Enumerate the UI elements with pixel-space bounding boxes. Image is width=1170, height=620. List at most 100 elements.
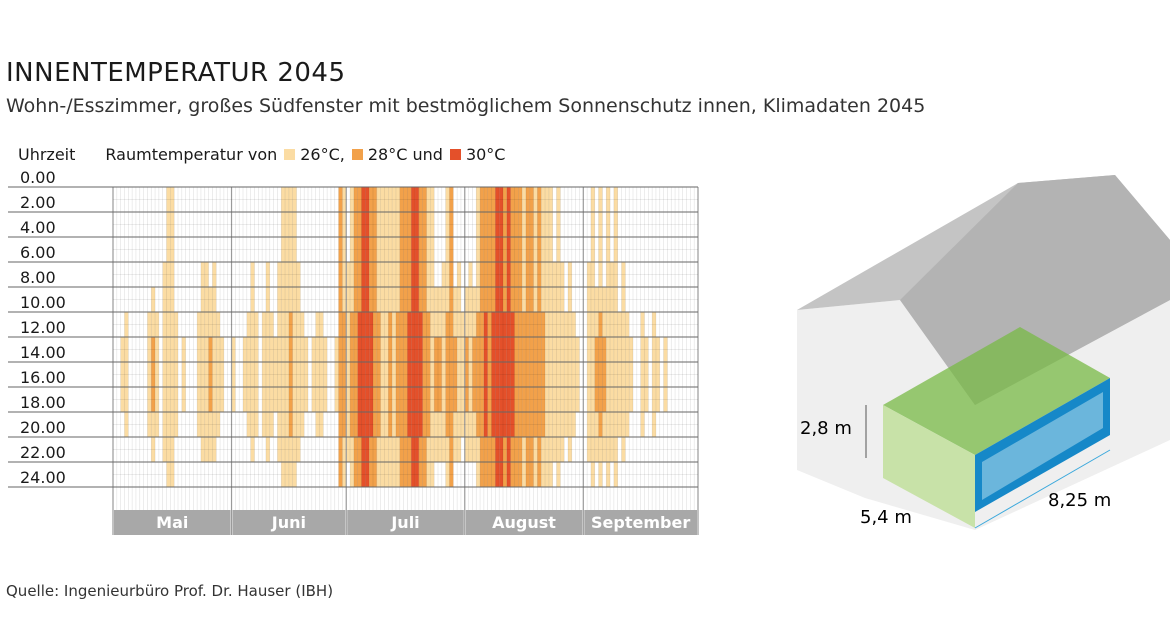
heat-cell xyxy=(533,387,538,412)
heat-cell xyxy=(392,362,396,387)
heat-cell xyxy=(288,312,293,337)
heat-cell xyxy=(590,387,595,412)
heat-cell xyxy=(369,187,373,212)
heat-cell xyxy=(434,412,438,437)
heat-cell xyxy=(441,362,446,387)
heat-cell xyxy=(556,412,561,437)
heat-cell xyxy=(342,362,347,387)
heat-cell xyxy=(483,337,488,362)
heat-cell xyxy=(503,387,507,412)
legend-swatch xyxy=(284,149,296,160)
heat-cell xyxy=(269,387,274,412)
heat-cell xyxy=(300,387,305,412)
heat-cell xyxy=(480,187,484,212)
heat-cell xyxy=(315,412,320,437)
heat-cell xyxy=(254,362,259,387)
heat-cell xyxy=(281,262,286,287)
heat-cell xyxy=(392,312,396,337)
heat-cell xyxy=(480,362,484,387)
heat-cell xyxy=(503,437,507,462)
heat-cell xyxy=(545,287,549,312)
heat-cell xyxy=(407,287,412,312)
heat-cell xyxy=(529,212,534,237)
heat-cell xyxy=(476,287,481,312)
heat-cell xyxy=(411,212,416,237)
heat-cell xyxy=(499,187,503,212)
heat-cell xyxy=(346,312,351,337)
heat-cell xyxy=(422,212,427,237)
heat-cell xyxy=(426,387,431,412)
heat-cell xyxy=(541,262,546,287)
heat-cell xyxy=(361,287,366,312)
heat-cell xyxy=(587,412,591,437)
heat-cell xyxy=(621,437,626,462)
heat-cell xyxy=(350,312,354,337)
heat-cell xyxy=(296,387,301,412)
building-diagram: 2,8 m 5,4 m 8,25 m xyxy=(797,175,1170,530)
heat-cell xyxy=(407,337,412,362)
heat-cell xyxy=(162,337,167,362)
heat-cell xyxy=(445,312,450,337)
heat-cell xyxy=(441,387,446,412)
heat-cell xyxy=(380,237,385,262)
heat-cell xyxy=(265,287,270,312)
heat-cell xyxy=(499,437,503,462)
heat-cell xyxy=(491,362,496,387)
heat-cell xyxy=(522,387,526,412)
heat-cell xyxy=(204,287,209,312)
heat-cell xyxy=(525,212,530,237)
heat-cell xyxy=(166,462,171,487)
heat-cell xyxy=(373,262,377,287)
heat-cell xyxy=(369,412,373,437)
heat-cell xyxy=(503,262,507,287)
heat-cell xyxy=(281,437,286,462)
heat-cell xyxy=(403,187,408,212)
heat-cell xyxy=(652,337,656,362)
heat-cell xyxy=(640,362,645,387)
heat-cell xyxy=(376,362,381,387)
heat-cell xyxy=(476,212,481,237)
heat-cell xyxy=(200,412,205,437)
heat-cell xyxy=(510,262,515,287)
heat-cell xyxy=(208,362,213,387)
heat-cell xyxy=(265,437,270,462)
heat-cell xyxy=(273,387,278,412)
heat-cell xyxy=(288,237,293,262)
heat-cell xyxy=(598,437,603,462)
heat-cell xyxy=(522,312,526,337)
heat-cell xyxy=(522,237,526,262)
heat-cell xyxy=(602,362,607,387)
heat-cell xyxy=(120,362,125,387)
heat-cell xyxy=(587,387,591,412)
heat-cell xyxy=(476,237,481,262)
heat-cell xyxy=(373,462,377,487)
heat-cell xyxy=(518,287,523,312)
heat-cell xyxy=(548,212,553,237)
heat-cell xyxy=(265,412,270,437)
heat-cell xyxy=(545,312,549,337)
heat-cell xyxy=(445,437,450,462)
heat-cell xyxy=(510,212,515,237)
heat-cell xyxy=(514,362,519,387)
heat-cell xyxy=(231,362,236,387)
heat-cell xyxy=(495,237,500,262)
heat-cell xyxy=(418,412,423,437)
heat-cell xyxy=(265,387,270,412)
heat-cell xyxy=(422,412,427,437)
heat-cell xyxy=(495,462,500,487)
heat-cell xyxy=(120,387,125,412)
heat-cell xyxy=(411,362,416,387)
heat-cell xyxy=(468,387,473,412)
heat-cell xyxy=(170,237,175,262)
heat-cell xyxy=(353,187,358,212)
heat-cell xyxy=(353,237,358,262)
heat-cell xyxy=(246,387,251,412)
heat-cell xyxy=(491,262,496,287)
heat-cell xyxy=(350,237,354,262)
heat-cell xyxy=(407,312,412,337)
heat-cell xyxy=(510,462,515,487)
heat-cell xyxy=(395,287,400,312)
heat-cell xyxy=(506,462,511,487)
heat-cell xyxy=(411,312,416,337)
heat-cell xyxy=(399,387,404,412)
